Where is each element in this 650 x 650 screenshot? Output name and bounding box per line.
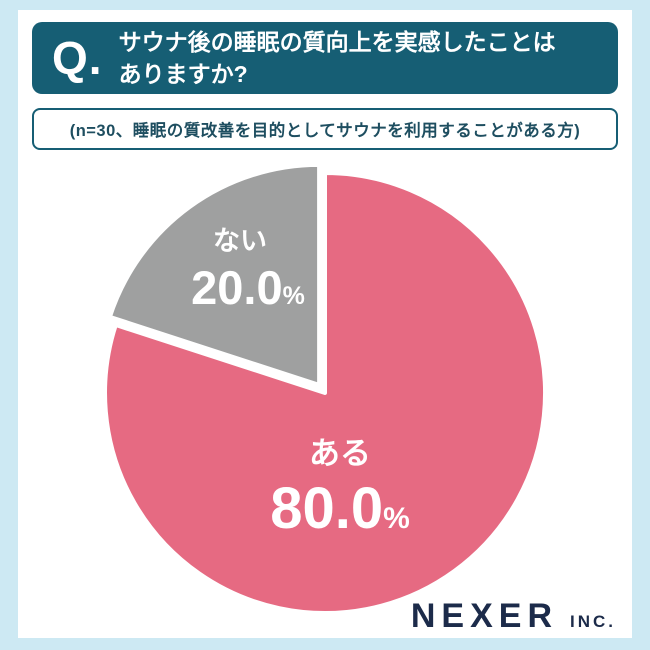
pie-value-unit-aru: % bbox=[383, 502, 410, 535]
question-header: Q. サウナ後の睡眠の質向上を実感したことは ありますか? bbox=[32, 22, 618, 94]
pie-slice-value-aru: 80.0% bbox=[270, 476, 410, 541]
pie-slice-1 bbox=[103, 171, 548, 615]
question-text: サウナ後の睡眠の質向上を実感したことは ありますか? bbox=[119, 26, 556, 90]
pie-slice-label-nai: ない bbox=[213, 226, 267, 256]
content-panel: Q. サウナ後の睡眠の質向上を実感したことは ありますか? (n=30、睡眠の質… bbox=[18, 10, 632, 638]
pie-chart: ない 20.0% ある 80.0% bbox=[103, 162, 548, 615]
question-line2: ありますか? bbox=[118, 61, 248, 87]
pie-value-unit-nai: % bbox=[283, 282, 305, 310]
pie-value-number-aru: 80.0 bbox=[270, 476, 383, 541]
pie-slices bbox=[103, 162, 548, 615]
pie-slice-2 bbox=[107, 162, 322, 387]
pie-slice-label-aru: ある bbox=[309, 436, 371, 471]
logo-suffix: INC. bbox=[570, 612, 616, 631]
question-line1: サウナ後の睡眠の質向上を実感したことは bbox=[118, 28, 556, 55]
pie-slice-value-nai: 20.0% bbox=[191, 261, 305, 314]
pie-value-number-nai: 20.0 bbox=[191, 261, 282, 314]
q-mark-label: Q. bbox=[52, 32, 103, 84]
nexer-logo: NEXER INC. bbox=[411, 597, 616, 636]
logo-text: NEXER bbox=[410, 597, 558, 635]
sample-note: (n=30、睡眠の質改善を目的としてサウナを利用することがある方) bbox=[32, 108, 618, 150]
